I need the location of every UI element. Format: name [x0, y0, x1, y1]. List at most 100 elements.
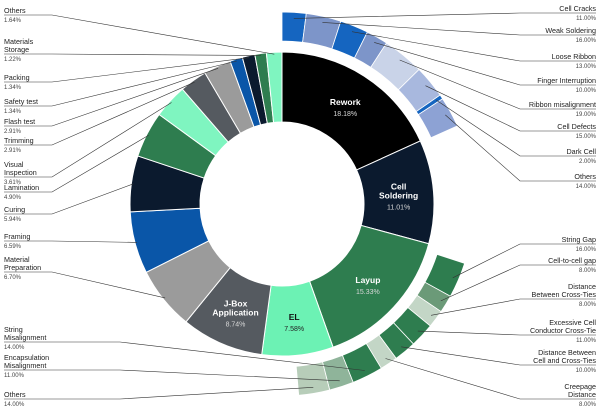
value-ribbon-misalignment: 19.00% [576, 112, 597, 118]
label-visual-inspection-line: Visual [4, 160, 24, 169]
slice-value-el: 7.58% [284, 326, 304, 333]
leader-cell-defects [425, 85, 596, 132]
value-loose-ribbon: 13.00% [576, 64, 597, 70]
value-packing: 1.34% [4, 85, 22, 91]
label-others: Others [4, 6, 26, 15]
slice-label-layup: Layup [355, 275, 380, 285]
label-distance-between-cell-and-cross-ties-line: Distance Between [538, 348, 596, 357]
leader-finger-interruption [374, 42, 596, 86]
label-lamination: Lamination [4, 183, 39, 192]
label-packing-line: Packing [4, 73, 30, 82]
label-visual-inspection-line: Inspection [4, 168, 37, 177]
slice-label-j-box-application: J-Box Application [212, 298, 258, 317]
slice-label-cell-soldering: Cell Soldering [379, 181, 418, 200]
leader-weak-soldering [322, 22, 596, 36]
label-excessive-cell-conductor-cross-tie-line: Excessive Cell [549, 318, 596, 327]
leader-dark-cell [436, 100, 596, 157]
value-weak-soldering: 16.00% [576, 38, 597, 44]
value-framing: 6.59% [4, 244, 22, 250]
label-trimming-line: Trimming [4, 136, 34, 145]
leader-visual-inspection [4, 102, 172, 178]
leader-ribbon-misalignment [399, 59, 596, 110]
label-distance-between-cell-and-cross-ties-line: Cell and Cross-Ties [533, 356, 596, 365]
value-cell-cracks: 11.00% [576, 16, 597, 22]
label-material-preparation-line: Material [4, 255, 30, 264]
label-creepage-distance: Creepage Distance [564, 382, 596, 399]
value-others: 1.64% [4, 18, 22, 24]
value-others: 14.00% [576, 184, 597, 190]
label-others-line: Others [4, 6, 26, 15]
label-packing: Packing [4, 73, 30, 82]
label-visual-inspection: Visual Inspection [4, 160, 37, 177]
label-finger-interruption: Finger Interruption [537, 76, 596, 85]
slice-label-cell-soldering-line: Soldering [379, 190, 418, 200]
breakdown-slice-others [295, 361, 331, 396]
leader-others [4, 387, 314, 400]
label-creepage-distance-line: Distance [568, 390, 596, 399]
leader-curing [4, 183, 134, 215]
label-distance-between-cross-ties-line: Between Cross-Ties [532, 290, 597, 299]
value-others: 14.00% [4, 402, 25, 408]
slice-label-el: EL [289, 312, 300, 322]
value-cell-defects: 15.00% [576, 134, 597, 140]
label-curing: Curing [4, 205, 25, 214]
label-curing-line: Curing [4, 205, 25, 214]
slice-label-rework: Rework [330, 97, 361, 107]
slice-others [265, 51, 283, 123]
breakdown-slice-cell-cracks [281, 11, 307, 43]
label-cell-to-cell-gap-line: Cell-to-cell gap [548, 256, 596, 265]
label-materials-storage-line: Materials [4, 37, 34, 46]
slice-label-cell-soldering-line: Cell [391, 181, 407, 191]
leader-string-misalignment [4, 341, 365, 371]
value-encapsulation-misalignment: 11.00% [4, 373, 25, 379]
value-distance-between-cell-and-cross-ties: 10.00% [576, 368, 597, 374]
value-lamination: 4.90% [4, 195, 22, 201]
label-trimming: Trimming [4, 136, 34, 145]
label-ribbon-misalignment: Ribbon misalignment [529, 100, 596, 109]
label-cell-defects: Cell Defects [557, 122, 596, 131]
slice-label-rework-line: Rework [330, 97, 361, 107]
leader-cell-cracks [293, 12, 596, 19]
slice-label-j-box-application-line: Application [212, 307, 258, 317]
leader-packing [4, 57, 250, 83]
value-finger-interruption: 10.00% [576, 88, 597, 94]
value-materials-storage: 1.22% [4, 57, 22, 63]
label-cell-to-cell-gap: Cell-to-cell gap [548, 256, 596, 265]
label-material-preparation: Material Preparation [4, 255, 41, 272]
value-visual-inspection: 3.61% [4, 180, 22, 186]
label-safety-test: Safety test [4, 97, 38, 106]
value-excessive-cell-conductor-cross-tie: 11.00% [576, 338, 597, 344]
leader-distance-between-cross-ties [430, 298, 596, 316]
slice-value-cell-soldering: 11.01% [387, 204, 410, 211]
label-framing-line: Framing [4, 232, 30, 241]
label-excessive-cell-conductor-cross-tie: Excessive Cell Conductor Cross-Tie [530, 318, 596, 335]
label-string-gap-line: String Gap [562, 235, 596, 244]
label-string-misalignment: String Misalignment [4, 325, 46, 342]
label-flash-test: Flash test [4, 117, 35, 126]
label-distance-between-cross-ties-line: Distance [568, 282, 596, 291]
label-string-misalignment-line: Misalignment [4, 333, 46, 342]
label-weak-soldering: Weak Soldering [545, 26, 596, 35]
label-loose-ribbon: Loose Ribbon [552, 52, 596, 61]
leader-cell-to-cell-gap [440, 264, 596, 302]
label-distance-between-cross-ties: Distance Between Cross-Ties [532, 282, 597, 299]
slice-value-layup: 15.33% [356, 289, 380, 296]
label-dark-cell: Dark Cell [566, 147, 596, 156]
value-curing: 5.94% [4, 217, 22, 223]
slice-value-j-box-application: 8.74% [226, 321, 246, 328]
label-string-misalignment-line: String [4, 325, 23, 334]
breakdown-slice-others [417, 98, 458, 139]
leader-material-preparation [4, 271, 166, 299]
value-distance-between-cross-ties: 8.00% [579, 302, 597, 308]
leader-lines [4, 12, 596, 400]
label-materials-storage: Materials Storage [4, 37, 34, 54]
value-creepage-distance: 8.00% [579, 402, 597, 408]
leader-flash-test [4, 68, 219, 127]
leader-materials-storage [4, 53, 261, 56]
leader-creepage-distance [385, 358, 596, 400]
leader-others [4, 14, 275, 55]
value-cell-to-cell-gap: 8.00% [579, 268, 597, 274]
leader-framing [4, 240, 138, 243]
value-trimming: 2.91% [4, 148, 22, 154]
